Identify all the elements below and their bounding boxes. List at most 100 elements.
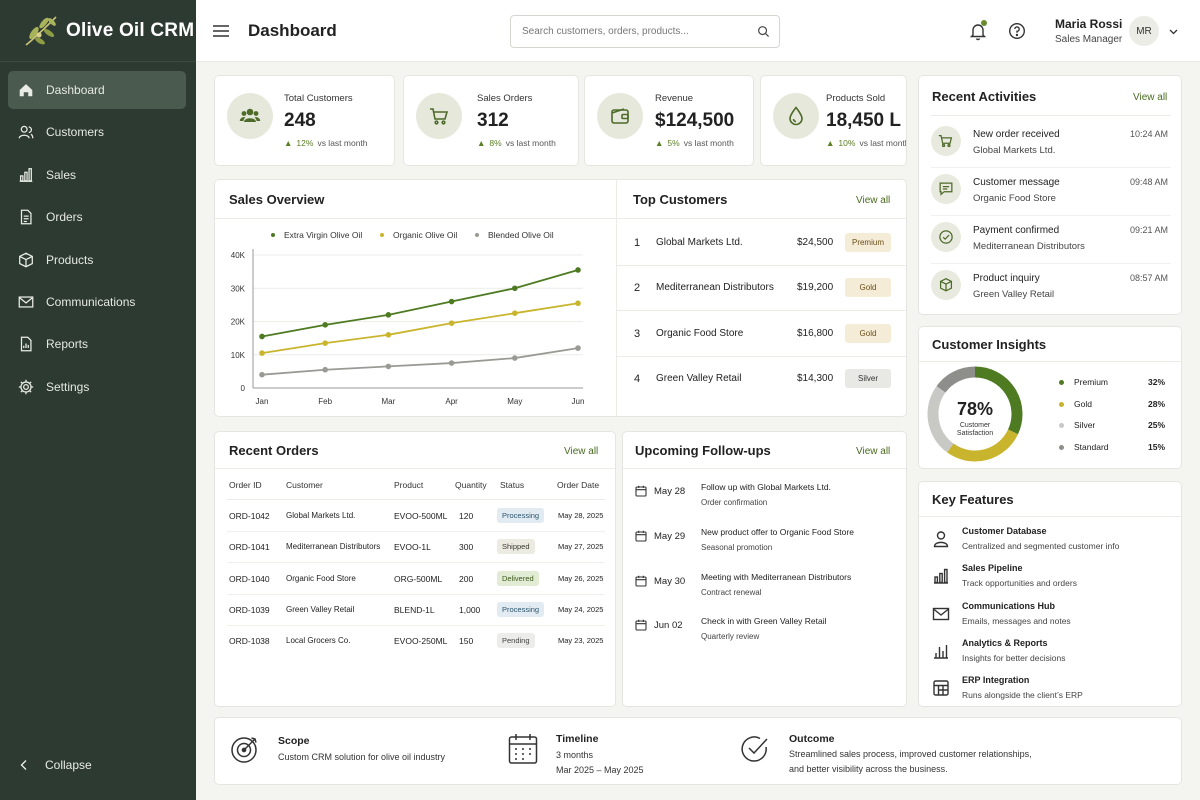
- data-point[interactable]: [322, 340, 328, 346]
- data-point[interactable]: [259, 350, 265, 356]
- activity-item[interactable]: Product inquiry Green Valley Retail 08:57 …: [919, 269, 1181, 309]
- chevron-down-icon[interactable]: [1168, 26, 1179, 37]
- brand[interactable]: Olive Oil CRM: [0, 0, 196, 62]
- legend-dot: [1059, 423, 1064, 428]
- sidebar-item-orders[interactable]: Orders: [8, 198, 186, 236]
- activity-icon-circle: [931, 222, 961, 252]
- satisfaction-value: 78%: [956, 399, 994, 419]
- trend-up-icon: ▲: [477, 138, 486, 148]
- activity-item[interactable]: Payment confirmed Mediterranean Distribut…: [919, 221, 1181, 264]
- data-point[interactable]: [448, 360, 455, 366]
- segment-legend-item: Premium 32%: [1059, 377, 1169, 391]
- legend-label: Blended Olive Oil: [488, 230, 554, 240]
- bar-chart-icon: [934, 569, 948, 584]
- target-icon: [231, 737, 257, 763]
- trend-up-icon: ▲: [655, 138, 664, 148]
- order-quantity: 1,000: [459, 604, 481, 615]
- menu-icon[interactable]: [212, 22, 230, 40]
- sidebar-item-settings[interactable]: Settings: [8, 368, 186, 406]
- key-features-title: Key Features: [932, 492, 1014, 507]
- table-row[interactable]: ORD-1039 Green Valley Retail BLEND-1L 1,000…: [215, 594, 615, 626]
- data-point[interactable]: [385, 312, 392, 318]
- data-point[interactable]: [385, 332, 392, 338]
- followups-panel: Upcoming Follow-ups View all May 28 Follo…: [622, 431, 907, 707]
- followup-item[interactable]: Jun 02 Check in with Green Valley Retail Q…: [623, 616, 906, 652]
- timeline-title: Timeline: [556, 733, 599, 745]
- followups-view-all-link[interactable]: View all: [856, 446, 891, 457]
- legend-dot: [475, 233, 479, 237]
- outcome-title: Outcome: [789, 733, 835, 745]
- order-customer: Local Grocers Co.: [286, 636, 351, 646]
- activity-item[interactable]: New order received Global Markets Ltd. 10:…: [919, 125, 1181, 168]
- order-customer: Mediterranean Distributors: [286, 542, 381, 552]
- mail-icon: [932, 607, 950, 620]
- data-point[interactable]: [448, 320, 455, 326]
- x-tick-label: Apr: [445, 397, 458, 406]
- sidebar-item-reports[interactable]: Reports: [8, 325, 186, 363]
- orders-view-all-link[interactable]: View all: [564, 446, 599, 457]
- column-header[interactable]: Order ID: [229, 480, 262, 490]
- followup-item[interactable]: May 28 Follow up with Global Markets Ltd.…: [623, 482, 906, 518]
- calendar-icon: [635, 530, 647, 542]
- search-input[interactable]: [522, 26, 757, 37]
- order-date: May 26, 2025: [558, 573, 604, 583]
- activities-view-all-link[interactable]: View all: [1133, 92, 1168, 103]
- followup-item[interactable]: May 30 Meeting with Mediterranean Distrib…: [623, 572, 906, 608]
- followup-title: New product offer to Organic Food Store: [701, 526, 854, 537]
- column-header[interactable]: Status: [500, 480, 525, 490]
- order-quantity: 300: [459, 542, 474, 553]
- sidebar-item-label: Settings: [46, 379, 90, 394]
- data-point[interactable]: [575, 267, 581, 273]
- table-row[interactable]: ORD-1040 Organic Food Store ORG-500ML 200 De…: [215, 563, 615, 595]
- feature-title: ERP Integration: [962, 675, 1030, 686]
- report-icon: [20, 336, 32, 352]
- data-point[interactable]: [512, 355, 518, 361]
- collapse-button[interactable]: Collapse: [0, 750, 196, 780]
- table-row[interactable]: ORD-1038 Local Grocers Co. EVOO-250ML 150 Pe…: [215, 625, 615, 656]
- data-point[interactable]: [512, 285, 518, 292]
- followup-item[interactable]: May 29 New product offer to Organic Food …: [623, 527, 906, 563]
- stat-label: Sales Orders: [477, 93, 533, 104]
- status-badge: Processing: [497, 601, 545, 617]
- timeline-dates: Mar 2025 – May 2025: [556, 765, 644, 775]
- mail-icon: [18, 296, 34, 308]
- sidebar-item-customers[interactable]: Customers: [8, 113, 186, 151]
- stat-delta: ▲ 8% vs last month: [477, 138, 556, 148]
- data-point[interactable]: [259, 371, 265, 378]
- data-point[interactable]: [512, 310, 518, 316]
- donut-slice: [936, 366, 976, 393]
- sidebar-item-products[interactable]: Products: [8, 241, 186, 279]
- table-row[interactable]: ORD-1041 Mediterranean Distributors EVOO-1…: [215, 531, 615, 564]
- followup-title: Check in with Green Valley Retail: [701, 616, 827, 627]
- feature-title: Customer Database: [962, 526, 1047, 536]
- order-customer: Green Valley Retail: [286, 604, 355, 614]
- search-box[interactable]: [510, 15, 780, 48]
- data-point[interactable]: [322, 322, 328, 328]
- column-header[interactable]: Order Date: [557, 480, 600, 490]
- notifications-button[interactable]: [968, 20, 988, 41]
- table-row[interactable]: ORD-1042 Global Markets Ltd. EVOO-500ML 120…: [215, 500, 615, 532]
- data-point[interactable]: [448, 298, 455, 305]
- sidebar-item-sales[interactable]: Sales: [8, 156, 186, 194]
- activity-subtitle: Organic Food Store: [973, 193, 1056, 204]
- sidebar-item-dashboard[interactable]: Dashboard: [8, 71, 186, 109]
- data-point[interactable]: [322, 366, 328, 373]
- data-point[interactable]: [385, 363, 392, 370]
- help-icon[interactable]: [1008, 22, 1026, 40]
- avatar[interactable]: MR: [1129, 16, 1159, 46]
- sidebar-item-communications[interactable]: Communications: [8, 283, 186, 321]
- column-header[interactable]: Product: [394, 480, 424, 490]
- scope-title: Scope: [278, 735, 310, 747]
- trend-up-icon: ▲: [826, 138, 835, 148]
- search-icon[interactable]: [757, 25, 770, 38]
- column-header[interactable]: Customer: [286, 480, 323, 490]
- column-header[interactable]: Quantity: [455, 480, 487, 490]
- data-point[interactable]: [259, 333, 265, 340]
- activity-item[interactable]: Customer message Organic Food Store 09:48 …: [919, 173, 1181, 216]
- data-point[interactable]: [575, 300, 581, 307]
- legend-dot: [271, 233, 275, 237]
- top-customers-view-all-link[interactable]: View all: [856, 195, 891, 206]
- data-point[interactable]: [575, 345, 581, 351]
- key-features-panel: Key Features Customer Database Centralize…: [918, 481, 1182, 707]
- stat-card-total-customers: Total Customers 248 ▲ 12% vs last month: [214, 75, 395, 166]
